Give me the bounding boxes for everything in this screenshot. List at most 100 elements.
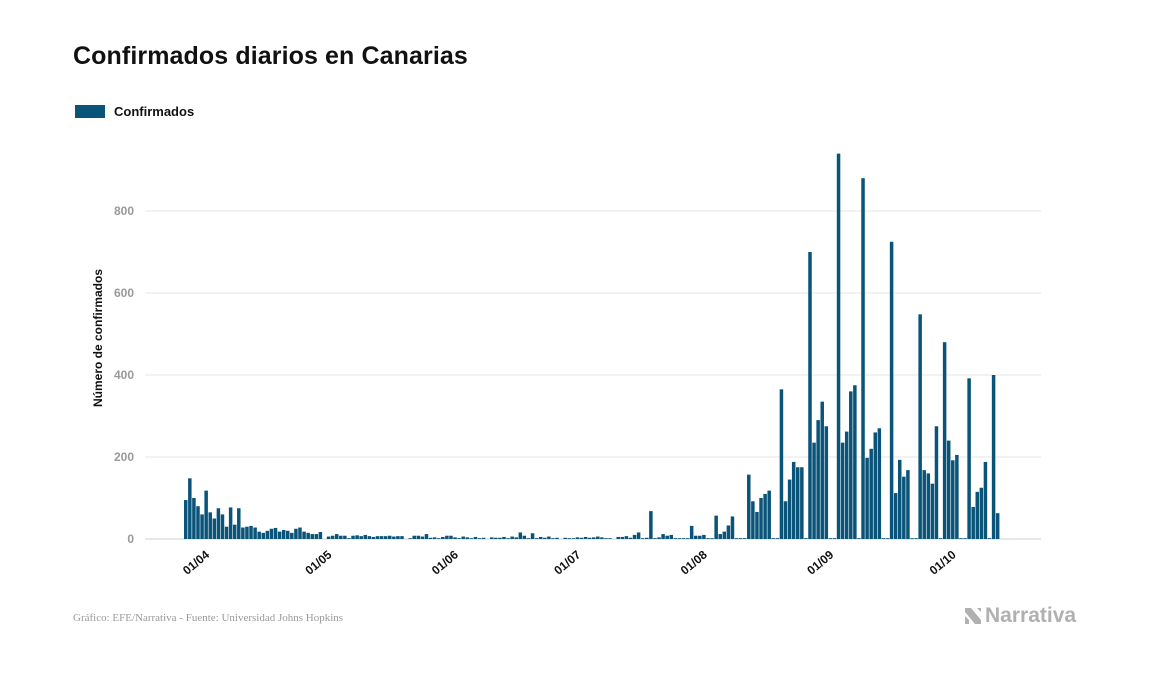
bar [632, 534, 637, 539]
bar [416, 535, 421, 539]
bar [237, 508, 241, 539]
bar [490, 537, 494, 539]
bar [253, 527, 257, 539]
bar [343, 535, 347, 539]
bar [302, 531, 306, 539]
bar [926, 473, 931, 539]
bar [747, 474, 751, 539]
y-tick-label: 400 [114, 368, 134, 382]
bar [885, 538, 890, 539]
bar [751, 501, 755, 539]
bar [796, 467, 800, 539]
bar [355, 535, 359, 539]
bar [689, 525, 694, 539]
bar [946, 440, 951, 539]
bar [477, 538, 482, 539]
bar [318, 532, 323, 539]
bar [265, 530, 270, 539]
bar [306, 532, 310, 539]
bar [734, 538, 739, 539]
bar [673, 538, 678, 539]
bar [730, 516, 735, 539]
bar [277, 531, 282, 539]
bar [865, 457, 869, 539]
y-tick-label: 600 [114, 286, 134, 300]
bar [310, 534, 314, 539]
bar [392, 536, 396, 539]
bar [918, 314, 922, 539]
bar [987, 538, 992, 539]
bar [681, 538, 686, 539]
brand-name: Narrativa [985, 604, 1077, 627]
bar [587, 537, 592, 539]
bar [881, 538, 886, 539]
x-axis-ticks: 01/04 01/05 01/06 01/07 01/08 01/09 01/10 [180, 547, 959, 577]
bar [869, 448, 873, 539]
bar [726, 525, 731, 539]
bar [216, 508, 221, 539]
bar [657, 537, 661, 539]
bar [849, 391, 853, 539]
bar [396, 536, 400, 539]
bar [828, 538, 833, 539]
bar [624, 536, 629, 539]
y-axis-title: Número de confirmados [91, 269, 105, 407]
bar [645, 537, 649, 539]
bar [616, 536, 620, 539]
bar [261, 532, 266, 539]
bar [388, 535, 392, 539]
bar [771, 538, 776, 539]
bar [873, 432, 878, 539]
bar [281, 529, 286, 539]
bar [375, 536, 380, 539]
source-footer: Gráfico: EFE/Narrativa - Fuente: Univers… [73, 612, 344, 624]
bar [759, 498, 763, 539]
x-tick-label: 01/06 [429, 547, 461, 577]
bar [836, 153, 841, 539]
narrativa-logo-icon [965, 608, 981, 624]
bar [942, 342, 947, 539]
bar [383, 536, 388, 539]
brand-logo: Narrativa [963, 604, 1076, 628]
bar [767, 490, 771, 539]
bar [245, 526, 249, 539]
bar [502, 536, 506, 539]
bar [200, 514, 204, 539]
bar [371, 536, 376, 539]
bar [526, 538, 531, 539]
bar [461, 536, 465, 539]
bar [661, 534, 665, 539]
bar [857, 538, 861, 539]
bar [983, 461, 988, 539]
bar [232, 524, 237, 539]
bar [808, 252, 812, 539]
bar [351, 535, 355, 539]
bar [963, 538, 967, 539]
bar [522, 535, 527, 539]
bar [359, 536, 363, 539]
bar [367, 536, 372, 539]
bar [893, 493, 898, 539]
x-tick-label: 01/08 [678, 547, 710, 577]
bar [400, 536, 404, 539]
bar [334, 534, 339, 539]
bar [555, 537, 559, 539]
bar [714, 515, 718, 539]
bar [791, 461, 796, 539]
bar [861, 178, 865, 539]
legend-swatch [75, 105, 105, 118]
bar [290, 532, 294, 539]
bar [379, 536, 384, 539]
bar [665, 535, 669, 539]
bar [498, 537, 502, 539]
bar [763, 493, 767, 539]
bar [579, 537, 584, 539]
bar [424, 534, 429, 539]
bar [538, 536, 543, 539]
bar [363, 534, 368, 539]
legend: Confirmados [75, 104, 194, 119]
bar [787, 479, 792, 539]
x-tick-label: 01/04 [180, 547, 212, 577]
bar [575, 537, 580, 539]
